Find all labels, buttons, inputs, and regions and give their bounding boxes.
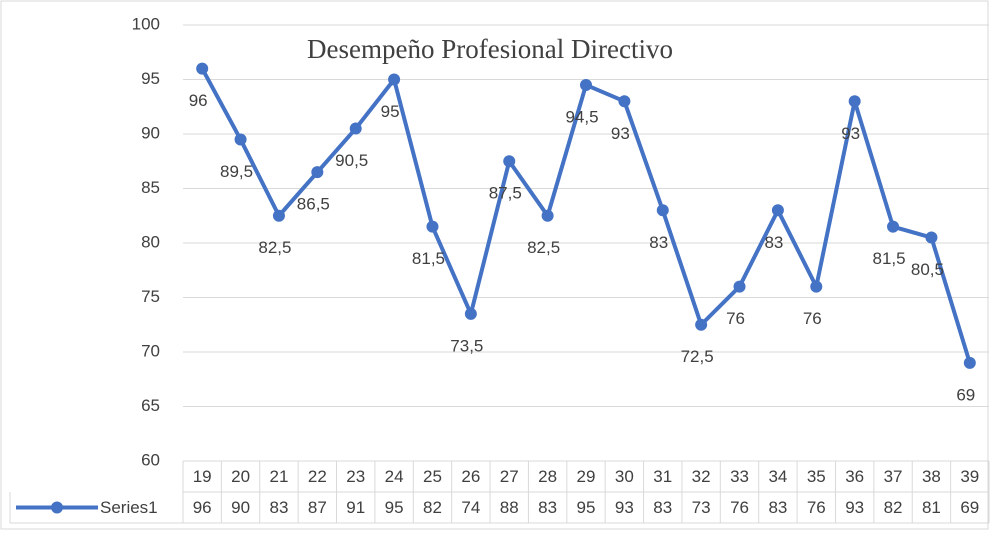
table-cell: 93 xyxy=(615,498,634,517)
x-tick-label: 20 xyxy=(231,467,250,486)
table-cell: 76 xyxy=(730,498,749,517)
table-cell: 87 xyxy=(308,498,327,517)
y-tick-label: 90 xyxy=(141,123,160,142)
data-label: 87,5 xyxy=(489,184,522,203)
point xyxy=(234,133,247,146)
table-cell: 90 xyxy=(231,498,250,517)
table-cell: 83 xyxy=(269,498,288,517)
data-label: 73,5 xyxy=(450,336,483,355)
table-cell: 76 xyxy=(807,498,826,517)
point xyxy=(887,220,900,233)
table-cell: 81 xyxy=(922,498,941,517)
point xyxy=(810,280,823,293)
data-label: 95 xyxy=(381,102,400,121)
point xyxy=(541,209,554,222)
data-label: 86,5 xyxy=(297,195,330,214)
point xyxy=(618,95,631,108)
point xyxy=(771,204,784,217)
x-tick-label: 26 xyxy=(461,467,480,486)
table-cell: 74 xyxy=(461,498,480,517)
y-tick-label: 95 xyxy=(141,69,160,88)
point xyxy=(925,231,938,244)
table-cell: 73 xyxy=(692,498,711,517)
x-tick-label: 31 xyxy=(653,467,672,486)
y-tick-label: 85 xyxy=(141,178,160,197)
table-cell: 95 xyxy=(577,498,596,517)
table-cell: 93 xyxy=(845,498,864,517)
legend-label: Series1 xyxy=(100,498,158,517)
x-tick-label: 36 xyxy=(845,467,864,486)
chart-title: Desempeño Profesional Directivo xyxy=(307,34,673,64)
legend-marker xyxy=(51,501,63,514)
x-tick-label: 32 xyxy=(692,467,711,486)
x-tick-label: 35 xyxy=(807,467,826,486)
data-label: 93 xyxy=(841,124,860,143)
data-label: 76 xyxy=(726,309,745,328)
data-label: 93 xyxy=(611,124,630,143)
x-tick-label: 23 xyxy=(346,467,365,486)
point xyxy=(464,307,477,320)
data-label: 69 xyxy=(956,385,975,404)
table-cell: 83 xyxy=(538,498,557,517)
x-tick-label: 21 xyxy=(269,467,288,486)
data-label: 80,5 xyxy=(911,260,944,279)
x-tick-label: 33 xyxy=(730,467,749,486)
table-cell: 83 xyxy=(653,498,672,517)
x-tick-label: 29 xyxy=(577,467,596,486)
data-label: 83 xyxy=(649,233,668,252)
y-tick-label: 100 xyxy=(132,14,160,33)
table-cell: 88 xyxy=(500,498,519,517)
data-label: 83 xyxy=(764,233,783,252)
point xyxy=(349,122,362,135)
x-tick-label: 28 xyxy=(538,467,557,486)
x-tick-label: 27 xyxy=(500,467,519,486)
point xyxy=(695,318,708,331)
table-cell: 82 xyxy=(884,498,903,517)
data-label: 90,5 xyxy=(335,151,368,170)
point xyxy=(311,166,324,179)
data-label: 72,5 xyxy=(681,347,714,366)
table-cell: 96 xyxy=(193,498,212,517)
point xyxy=(656,204,669,217)
point xyxy=(963,356,976,369)
data-label: 81,5 xyxy=(412,249,445,268)
y-tick-label: 75 xyxy=(141,287,160,306)
point xyxy=(848,95,861,108)
x-tick-label: 30 xyxy=(615,467,634,486)
point xyxy=(196,62,209,75)
data-label: 82,5 xyxy=(527,238,560,257)
data-label: 96 xyxy=(189,91,208,110)
table-cell: 82 xyxy=(423,498,442,517)
x-tick-label: 37 xyxy=(884,467,903,486)
y-tick-label: 70 xyxy=(141,341,160,360)
y-tick-label: 65 xyxy=(141,396,160,415)
table-cell: 95 xyxy=(385,498,404,517)
point xyxy=(388,73,401,86)
point xyxy=(733,280,746,293)
data-label: 82,5 xyxy=(258,238,291,257)
data-label: 81,5 xyxy=(873,249,906,268)
x-tick-label: 38 xyxy=(922,467,941,486)
point xyxy=(426,220,439,233)
y-tick-label: 60 xyxy=(141,450,160,469)
point xyxy=(503,155,516,168)
x-tick-label: 19 xyxy=(193,467,212,486)
x-tick-label: 22 xyxy=(308,467,327,486)
x-tick-label: 39 xyxy=(960,467,979,486)
data-label: 94,5 xyxy=(565,107,598,126)
point xyxy=(272,209,285,222)
table-cell: 83 xyxy=(768,498,787,517)
point xyxy=(580,78,592,91)
data-label: 76 xyxy=(803,309,822,328)
x-tick-label: 34 xyxy=(768,467,787,486)
x-tick-label: 25 xyxy=(423,467,442,486)
x-tick-label: 24 xyxy=(385,467,404,486)
table-cell: 91 xyxy=(346,498,365,517)
y-tick-label: 80 xyxy=(141,232,160,251)
table-cell: 69 xyxy=(960,498,979,517)
data-label: 89,5 xyxy=(220,162,253,181)
